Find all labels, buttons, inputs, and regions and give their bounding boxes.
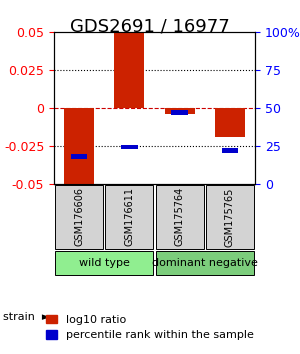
Text: GDS2691 / 16977: GDS2691 / 16977 xyxy=(70,18,230,36)
Bar xyxy=(171,110,188,115)
FancyBboxPatch shape xyxy=(55,251,154,275)
FancyBboxPatch shape xyxy=(155,185,204,249)
Bar xyxy=(215,108,245,137)
Bar xyxy=(71,154,87,159)
FancyBboxPatch shape xyxy=(206,185,254,249)
Text: GSM175764: GSM175764 xyxy=(175,187,184,246)
Text: wild type: wild type xyxy=(79,258,130,268)
Legend: log10 ratio, percentile rank within the sample: log10 ratio, percentile rank within the … xyxy=(42,310,258,345)
Bar xyxy=(164,108,195,114)
Bar xyxy=(114,33,145,108)
FancyBboxPatch shape xyxy=(155,251,254,275)
Bar xyxy=(121,145,138,149)
Text: GSM176611: GSM176611 xyxy=(124,187,134,246)
Text: dominant negative: dominant negative xyxy=(152,258,258,268)
Text: strain  ►: strain ► xyxy=(3,312,50,322)
FancyBboxPatch shape xyxy=(105,185,154,249)
FancyBboxPatch shape xyxy=(55,185,103,249)
Bar xyxy=(222,148,238,153)
Text: GSM176606: GSM176606 xyxy=(74,187,84,246)
Text: GSM175765: GSM175765 xyxy=(225,187,235,246)
Bar xyxy=(64,108,94,187)
